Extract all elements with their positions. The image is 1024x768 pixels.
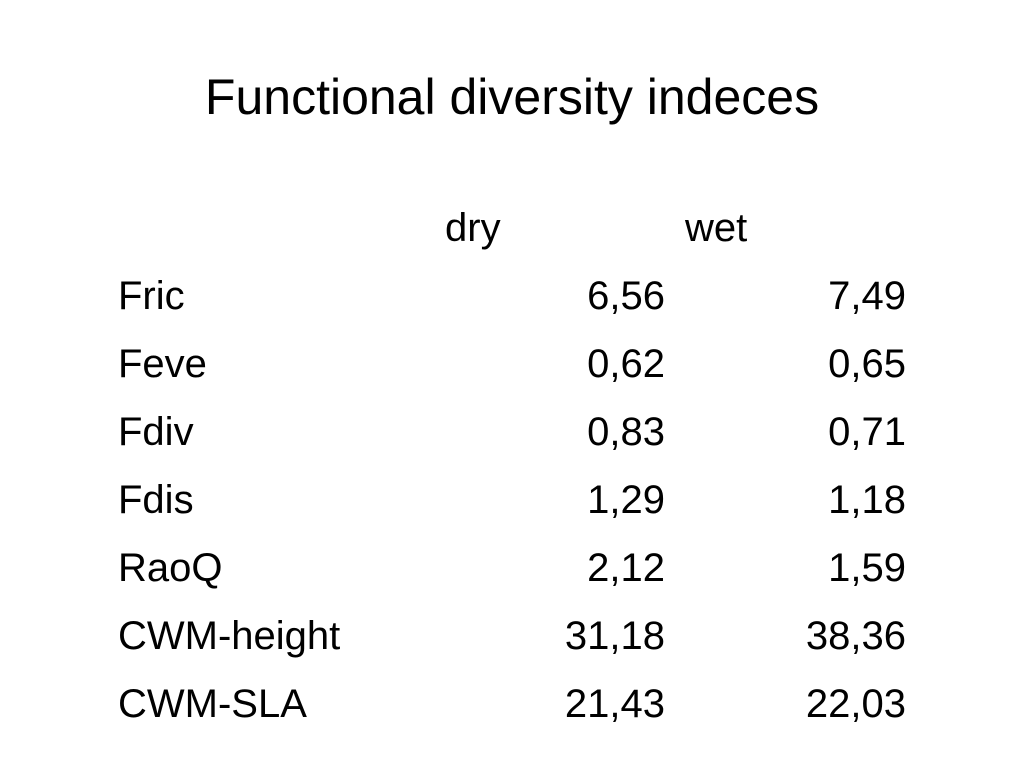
column-header-dry: dry	[445, 206, 501, 250]
wet-value: 0,65	[828, 342, 906, 386]
dry-value: 0,83	[587, 410, 665, 454]
column-header-wet: wet	[685, 206, 748, 250]
dry-value: 2,12	[587, 546, 665, 590]
row-label: CWM-SLA	[118, 682, 307, 726]
wet-value: 22,03	[805, 682, 906, 726]
wet-value: 38,36	[805, 614, 906, 658]
table-row: CWM-SLA 21,43 22,03	[0, 670, 1024, 738]
row-label: Fdis	[118, 478, 194, 522]
dry-value: 1,29	[587, 478, 665, 522]
dry-value: 21,43	[564, 682, 665, 726]
row-label: Fric	[118, 274, 185, 318]
row-label: Fdiv	[118, 410, 194, 454]
wet-value: 0,71	[828, 410, 906, 454]
data-table: Fric 6,56 7,49 Feve 0,62 0,65 Fdiv 0,83 …	[0, 262, 1024, 738]
table-row: RaoQ 2,12 1,59	[0, 534, 1024, 602]
wet-value: 1,59	[828, 546, 906, 590]
row-label: CWM-height	[118, 614, 341, 658]
slide-title: Functional diversity indeces	[204, 69, 820, 125]
table-row: Fric 6,56 7,49	[0, 262, 1024, 330]
dry-value: 6,56	[587, 274, 665, 318]
table-row: CWM-height 31,18 38,36	[0, 602, 1024, 670]
table-row: Fdiv 0,83 0,71	[0, 398, 1024, 466]
row-label: RaoQ	[118, 546, 223, 590]
table-row: Fdis 1,29 1,18	[0, 466, 1024, 534]
wet-value: 7,49	[828, 274, 906, 318]
wet-value: 1,18	[828, 478, 906, 522]
dry-value: 0,62	[587, 342, 665, 386]
row-label: Feve	[118, 342, 207, 386]
dry-value: 31,18	[564, 614, 665, 658]
table-row: Feve 0,62 0,65	[0, 330, 1024, 398]
